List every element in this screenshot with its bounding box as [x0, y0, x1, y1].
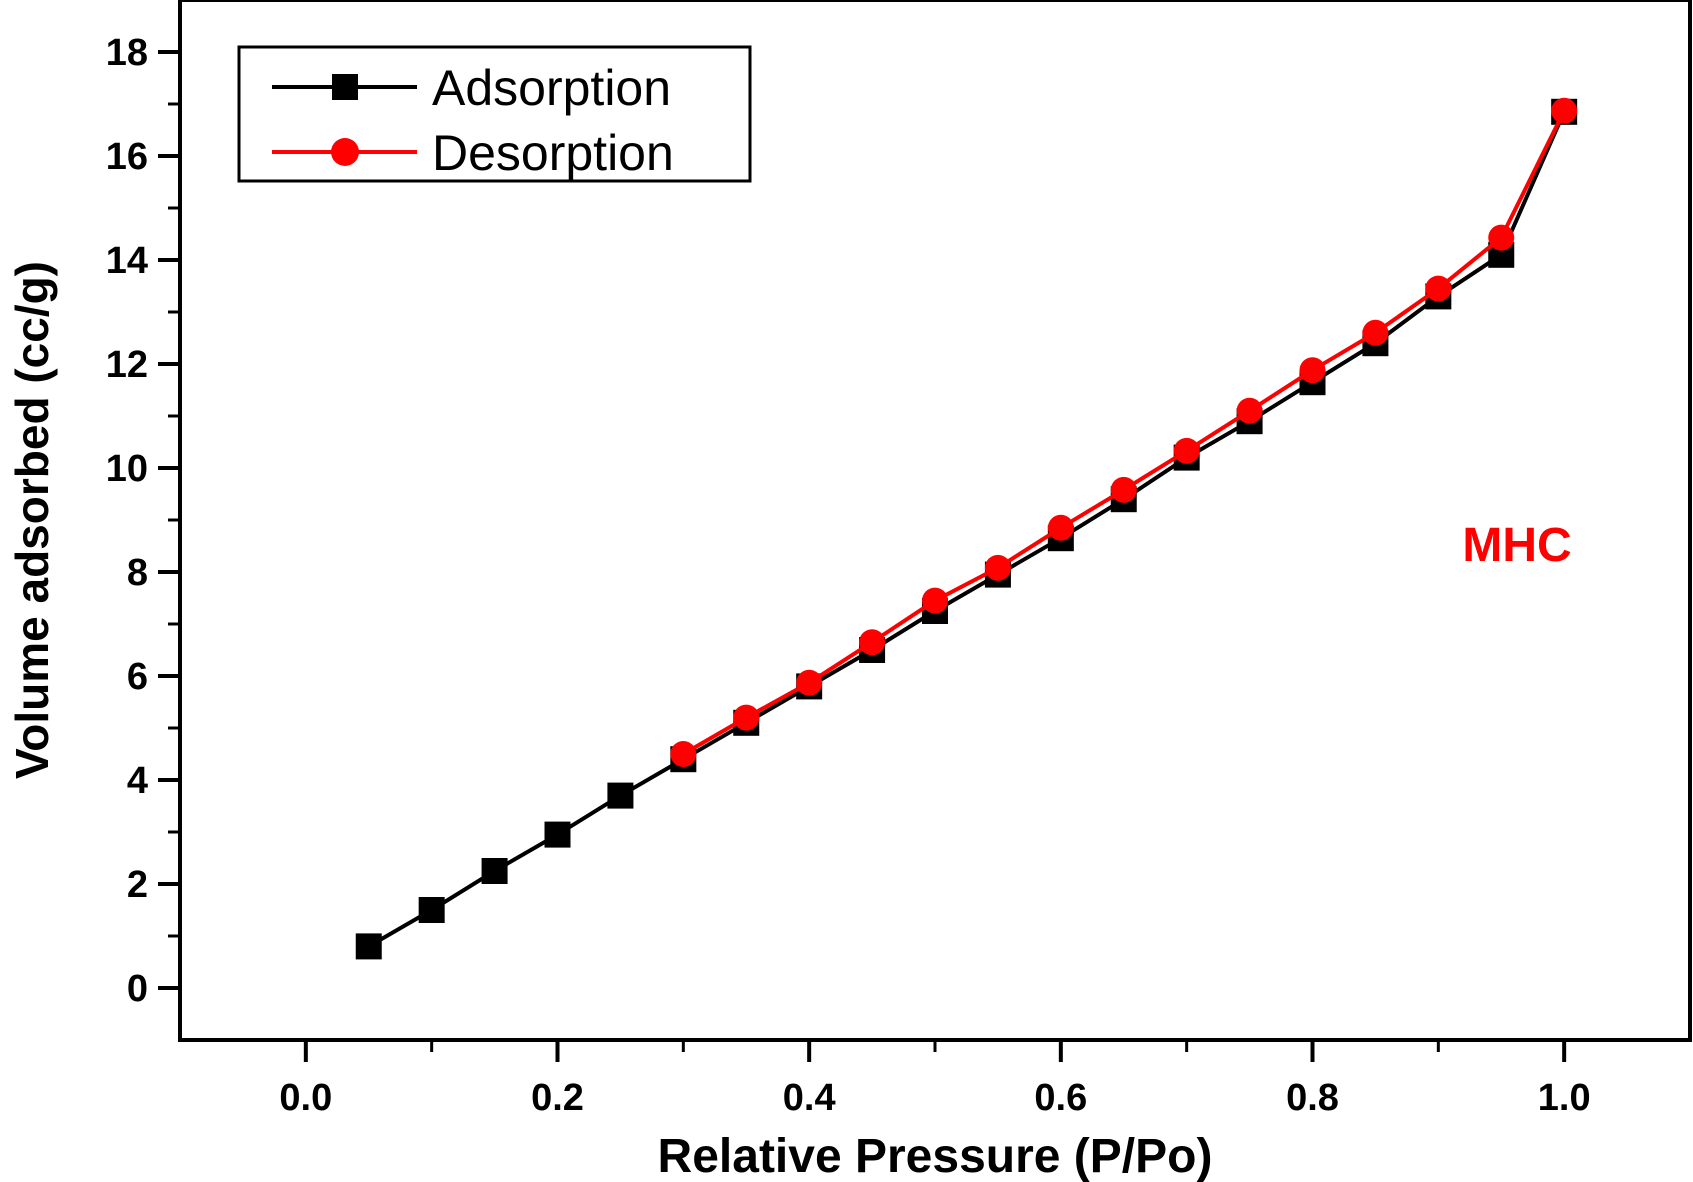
series-layer	[355, 97, 1578, 960]
data-point-desorption	[1488, 224, 1515, 251]
y-axis-title: Volume adsorbed (cc/g)	[6, 261, 58, 779]
x-tick-label: 0.0	[279, 1077, 332, 1119]
data-point-desorption	[796, 669, 823, 696]
data-point-adsorption	[544, 821, 571, 848]
y-tick-label: 14	[106, 240, 148, 282]
data-point-desorption	[1362, 319, 1389, 346]
data-point-adsorption	[607, 782, 634, 809]
legend: Adsorption Desorption	[237, 45, 752, 183]
data-point-desorption	[1110, 476, 1137, 503]
data-point-desorption	[859, 629, 886, 656]
legend-marker-adsorption	[332, 74, 358, 100]
data-point-adsorption	[355, 933, 382, 960]
y-tick-label: 6	[127, 656, 148, 698]
y-tick-label: 0	[127, 968, 148, 1010]
sample-annotation: MHC	[1462, 519, 1571, 572]
data-point-desorption	[922, 587, 948, 614]
legend-label-adsorption: Adsorption	[432, 60, 671, 116]
series-line-adsorption	[367, 110, 1567, 949]
x-axis-ticks: 0.0 0.2 0.4 0.6 0.8 1.0	[279, 1040, 1591, 1119]
series-line-desorption	[682, 109, 1566, 756]
data-point-desorption	[670, 741, 697, 767]
data-point-adsorption	[481, 858, 508, 884]
data-point-desorption	[1299, 357, 1326, 384]
y-tick-label: 2	[127, 864, 148, 906]
legend-label-desorption: Desorption	[432, 125, 674, 181]
x-axis-title: Relative Pressure (P/Po)	[658, 1130, 1213, 1182]
x-tick-label: 0.8	[1286, 1077, 1339, 1119]
y-tick-label: 10	[106, 448, 148, 490]
data-point-desorption	[1236, 397, 1263, 424]
data-point-desorption	[1173, 437, 1200, 464]
data-point-desorption	[1047, 514, 1074, 541]
y-tick-label: 4	[127, 760, 148, 802]
data-point-desorption	[1551, 97, 1578, 124]
legend-marker-desorption	[331, 138, 359, 166]
y-tick-label: 16	[106, 136, 148, 178]
x-tick-label: 0.2	[531, 1077, 584, 1119]
y-tick-label: 12	[106, 344, 148, 386]
data-point-desorption	[733, 704, 760, 731]
x-tick-label: 0.4	[783, 1077, 836, 1119]
data-point-adsorption	[418, 897, 445, 923]
x-tick-label: 1.0	[1538, 1077, 1591, 1119]
data-point-desorption	[984, 554, 1011, 581]
y-tick-label: 18	[106, 32, 148, 74]
y-tick-label: 8	[127, 552, 148, 594]
y-axis-ticks: 0 2 4 6 8 10 12 14 16 18	[106, 32, 180, 1010]
legend-box	[237, 45, 752, 183]
x-tick-label: 0.6	[1034, 1077, 1087, 1119]
data-point-desorption	[1425, 275, 1452, 302]
